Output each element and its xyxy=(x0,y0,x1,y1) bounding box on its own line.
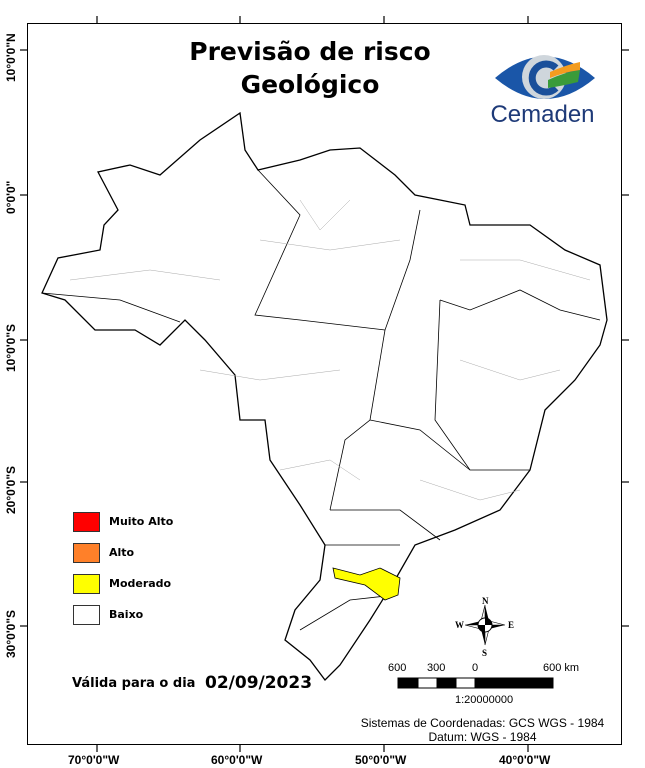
risk-region-moderado xyxy=(332,567,401,601)
cemaden-logo-text: Cemaden xyxy=(490,101,595,128)
lon-label: 60°0'0"W xyxy=(211,753,263,767)
legend-label: Alto xyxy=(109,546,135,559)
lat-label: 0°0'0" xyxy=(4,180,18,214)
validity-label: Válida para o dia xyxy=(72,676,196,691)
scale-ratio: 1:20000000 xyxy=(455,694,514,706)
compass-e: E xyxy=(508,620,515,630)
lat-label: 10°0'0"N xyxy=(4,33,18,82)
scale-tick: 300 xyxy=(427,662,446,674)
legend-swatch xyxy=(73,573,100,594)
cemaden-logo-mark xyxy=(495,55,595,99)
legend-item-muito-alto: Muito Alto xyxy=(73,506,173,537)
compass-n: N xyxy=(482,596,489,606)
lon-label: 70°0'0"W xyxy=(68,753,120,767)
title-line-1: Previsão de risco xyxy=(189,37,431,66)
scale-tick: 0 xyxy=(472,662,479,674)
legend-item-moderado: Moderado xyxy=(73,568,173,599)
scale-tick: 600 xyxy=(388,662,407,674)
legend-label: Muito Alto xyxy=(109,515,174,528)
crs-text: Sistemas de Coordenadas: GCS WGS - 1984 xyxy=(360,716,605,730)
map-frame xyxy=(27,23,622,745)
lat-label: 30°0'0"S xyxy=(4,609,18,658)
lon-label: 40°0'0"W xyxy=(499,753,551,767)
legend-item-alto: Alto xyxy=(73,537,173,568)
compass-rose xyxy=(464,604,506,646)
title-line-2: Geológico xyxy=(240,70,380,99)
compass-w: W xyxy=(455,620,464,630)
lon-label: 50°0'0"W xyxy=(355,753,407,767)
validity-date: 02/09/2023 xyxy=(205,673,313,693)
municipal-borders xyxy=(69,199,591,501)
legend-label: Baixo xyxy=(109,608,144,621)
datum-text: Datum: WGS - 1984 xyxy=(428,730,537,744)
legend-label: Moderado xyxy=(109,577,172,590)
legend-item-baixo: Baixo xyxy=(73,599,173,630)
legend: Muito Alto Alto Moderado Baixo xyxy=(73,506,173,630)
legend-swatch xyxy=(73,542,100,563)
lat-label: 10°0'0"S xyxy=(4,323,18,372)
map-title: Previsão de risco Geológico xyxy=(160,35,460,101)
compass-s: S xyxy=(482,648,488,658)
lat-label: 20°0'0"S xyxy=(4,465,18,514)
coordinate-system-note: Sistemas de Coordenadas: GCS WGS - 1984 … xyxy=(340,716,625,744)
legend-swatch xyxy=(73,604,100,625)
scale-tick: 600 km xyxy=(543,662,580,674)
state-borders xyxy=(41,169,601,631)
brazil-outline xyxy=(41,111,608,681)
legend-swatch xyxy=(73,511,100,532)
scale-bar xyxy=(397,677,554,689)
